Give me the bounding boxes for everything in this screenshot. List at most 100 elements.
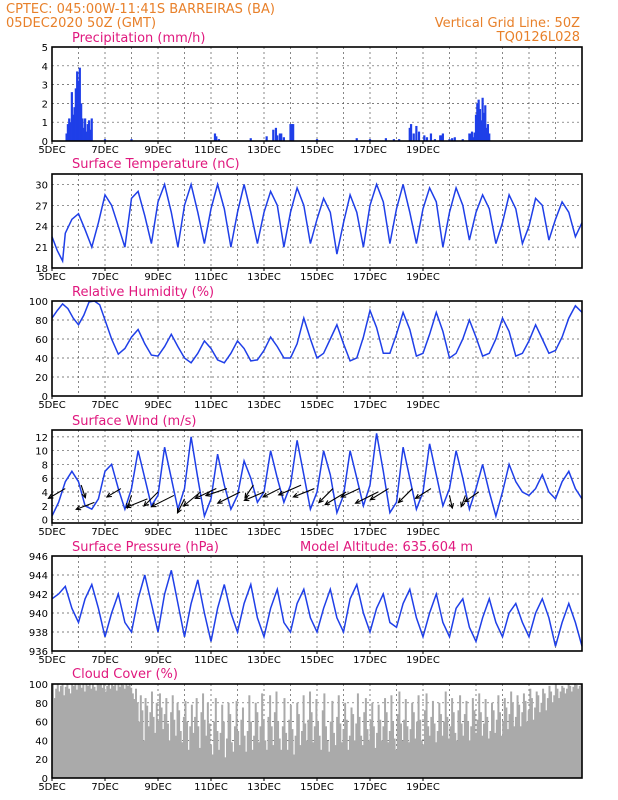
wind-arrow-head (414, 493, 421, 500)
cloud-bar (96, 684, 99, 778)
cloud-bar (63, 695, 66, 778)
cloud-bar (184, 700, 187, 778)
precip-bar (461, 139, 464, 141)
cloud-bar (484, 699, 487, 778)
cloud-bar (414, 738, 417, 778)
cloud-bar (219, 732, 222, 778)
precip-bar (451, 138, 454, 141)
cloud-bar (168, 740, 171, 778)
cloud-bar (377, 704, 380, 778)
precip-bar (441, 133, 444, 141)
cloud-bar (344, 702, 347, 778)
rh-ytick-label: 100 (29, 297, 48, 308)
cloud-bar (516, 695, 519, 778)
cloud-bar (160, 707, 163, 778)
wind-arrow-head (194, 494, 201, 499)
cloud-bar (130, 687, 133, 778)
precip-bar (80, 103, 83, 141)
run-header: 05DEC2020 50Z (GMT) (6, 16, 156, 31)
cloud-bar (390, 695, 393, 778)
cloud-bar (99, 684, 102, 778)
rh-xtick-label: 15DEC (300, 400, 334, 411)
wind-arrow-head (324, 500, 331, 506)
precip-bar (484, 105, 487, 141)
cloud-bar (323, 693, 326, 778)
station-header: CPTEC: 045:00W-11:41S BARREIRAS (BA) (6, 2, 275, 17)
wind-title: Surface Wind (m/s) (72, 414, 196, 429)
cloud-bar (392, 721, 395, 778)
wind-arrow-shaft (355, 491, 379, 504)
wind-line (51, 433, 583, 519)
cloud-bar (393, 738, 396, 778)
wind-arrow-shaft (151, 494, 175, 508)
cloud-bar (165, 698, 168, 778)
cloud-bar (562, 687, 565, 778)
wind-arrow (292, 488, 315, 498)
wind-ytick-label: 10 (35, 447, 48, 458)
cloud-ytick-label: 40 (35, 736, 48, 747)
cloud-bar (443, 721, 446, 778)
press-ytick-label: 936 (29, 647, 48, 658)
cloud-bar (558, 698, 561, 778)
precip-bar (290, 124, 293, 141)
press-ytick-label: 942 (29, 590, 48, 601)
precip-bar (73, 107, 76, 141)
wind-arrow-shaft (177, 498, 185, 514)
precip-ytick-label: 1 (42, 118, 48, 129)
wind-frame (51, 429, 583, 524)
cloud-bar (435, 742, 438, 778)
cloud-bar (205, 735, 208, 778)
cloud-bar (136, 702, 139, 778)
cloud-bar (226, 738, 229, 778)
cloud-bar (58, 691, 61, 778)
wind-arrow-head (244, 492, 250, 499)
rh-ytick-label: 0 (42, 392, 48, 403)
cloud-bar (352, 714, 355, 778)
precip-bar (453, 137, 456, 141)
cloud-bar (556, 688, 559, 778)
cloud-bar (553, 695, 556, 778)
wind-arrow-shaft (398, 488, 413, 503)
cloud-bar (500, 735, 503, 778)
cloud-bar (173, 719, 176, 778)
cloud-bar (578, 685, 581, 778)
cloud-ytick-label: 0 (42, 774, 48, 785)
wind-arrow-shaft (415, 488, 432, 499)
wind-arrow (397, 488, 413, 504)
cloud-bar (222, 721, 225, 778)
cloud-bar (313, 726, 316, 778)
precip-bar (469, 133, 472, 141)
cloud-bar (395, 749, 398, 778)
cloud-bar (90, 688, 93, 778)
cloud-bar (382, 726, 385, 778)
wind-arrow-head (318, 497, 324, 504)
cloud-ytick-label: 100 (29, 680, 48, 691)
cloud-bar (203, 719, 206, 778)
cloud-bar (537, 695, 540, 778)
precip-bar (81, 118, 84, 141)
precip-bar (103, 139, 107, 141)
cloud-bar (345, 719, 348, 778)
cloud-bar (551, 702, 554, 778)
cloud-bar (253, 735, 256, 778)
precip-bar (215, 136, 218, 141)
wind-arrow-shaft (80, 484, 86, 498)
wind-xtick-label: 19DEC (406, 527, 440, 538)
cloud-bar (221, 704, 224, 778)
wind-arrow-shaft (106, 488, 122, 498)
cloud-bar (178, 710, 181, 778)
cloud-bar (331, 700, 334, 778)
rh-xtick-label: 11DEC (194, 400, 228, 411)
wind-arrow-head (448, 503, 454, 510)
cloud-bar (237, 731, 240, 778)
cloud-bar (521, 712, 524, 778)
cloud-bar (548, 685, 551, 778)
cloud-bar (428, 735, 431, 778)
cloud-bar (135, 688, 138, 778)
cloud-bar (368, 740, 371, 778)
cloud-bar (88, 684, 91, 778)
rh-title: Relative Humidity (%) (72, 285, 214, 300)
cloud-bar (559, 691, 562, 778)
precip-bar (476, 103, 479, 141)
precip-ytick-label: 3 (42, 81, 48, 92)
